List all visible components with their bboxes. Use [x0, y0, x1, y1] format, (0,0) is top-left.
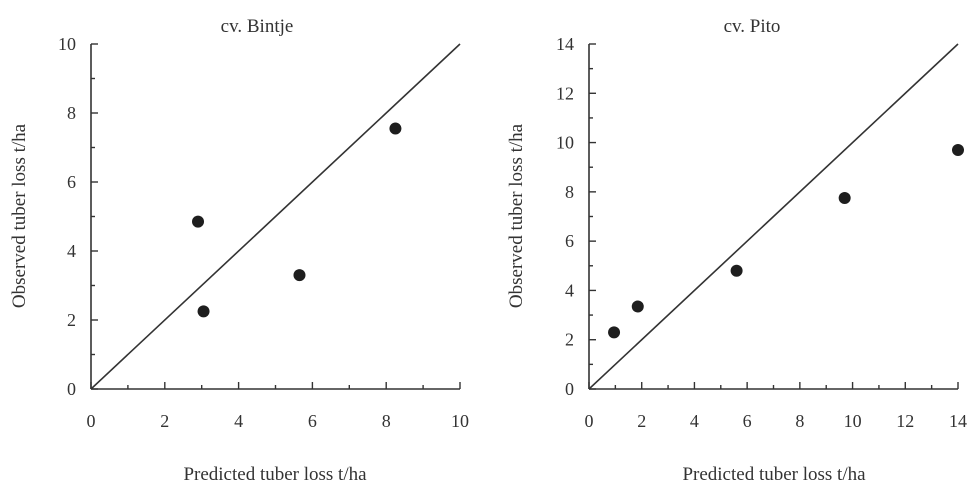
data-point: [631, 300, 644, 313]
data-point: [192, 215, 205, 228]
data-point: [952, 143, 964, 156]
data-point: [293, 269, 306, 282]
chart-panel-bintje: cv. Bintje Predicted tuber loss t/ha Obs…: [9, 16, 469, 485]
data-point: [730, 264, 743, 277]
y-tick-label: 6: [67, 172, 76, 192]
y-tick-label: 8: [565, 182, 574, 202]
y-tick-label: 0: [67, 379, 76, 399]
x-tick-label: 2: [160, 411, 169, 431]
y-axis-label: Observed tuber loss t/ha: [9, 123, 30, 308]
x-tick-label: 10: [844, 411, 862, 431]
x-tick-label: 0: [87, 411, 96, 431]
y-axis-label: Observed tuber loss t/ha: [506, 123, 527, 308]
y-tick-label: 2: [67, 310, 76, 330]
data-point: [838, 192, 851, 205]
x-axis-label: Predicted tuber loss t/ha: [682, 464, 866, 485]
x-tick-label: 12: [896, 411, 914, 431]
x-tick-label: 8: [382, 411, 391, 431]
x-tick-label: 6: [308, 411, 317, 431]
y-tick-label: 0: [565, 379, 574, 399]
chart-title: cv. Bintje: [221, 16, 294, 37]
one-to-one-line: [588, 43, 959, 390]
y-tick-label: 14: [556, 34, 574, 54]
data-point: [608, 326, 621, 339]
chart-title: cv. Pito: [724, 16, 781, 37]
y-tick-label: 2: [565, 330, 574, 350]
plot-area: 0 2 4 6 8 10 0 2 4 6 8 10: [58, 34, 469, 431]
y-tick-label: 4: [565, 280, 574, 300]
data-point: [389, 122, 402, 135]
y-tick-label: 8: [67, 103, 76, 123]
data-point: [197, 305, 210, 318]
chart-panel-pito: cv. Pito Predicted tuber loss t/ha Obser…: [506, 16, 967, 485]
y-tick-label: 6: [565, 231, 574, 251]
x-tick-label: 2: [637, 411, 646, 431]
y-tick-label: 4: [67, 241, 76, 261]
x-tick-label: 14: [949, 411, 967, 431]
y-tick-label: 10: [556, 133, 574, 153]
one-to-one-line: [90, 43, 461, 390]
x-axis-label: Predicted tuber loss t/ha: [183, 464, 367, 485]
x-tick-label: 10: [451, 411, 469, 431]
x-tick-label: 6: [743, 411, 752, 431]
x-tick-label: 8: [795, 411, 804, 431]
x-tick-label: 0: [585, 411, 594, 431]
plot-area: 0 2 4 6 8 10 12 14 0 2 4 6 8 10 12 14: [556, 34, 967, 431]
x-tick-label: 4: [234, 411, 243, 431]
y-tick-label: 12: [556, 83, 574, 103]
x-tick-label: 4: [690, 411, 699, 431]
y-tick-label: 10: [58, 34, 76, 54]
